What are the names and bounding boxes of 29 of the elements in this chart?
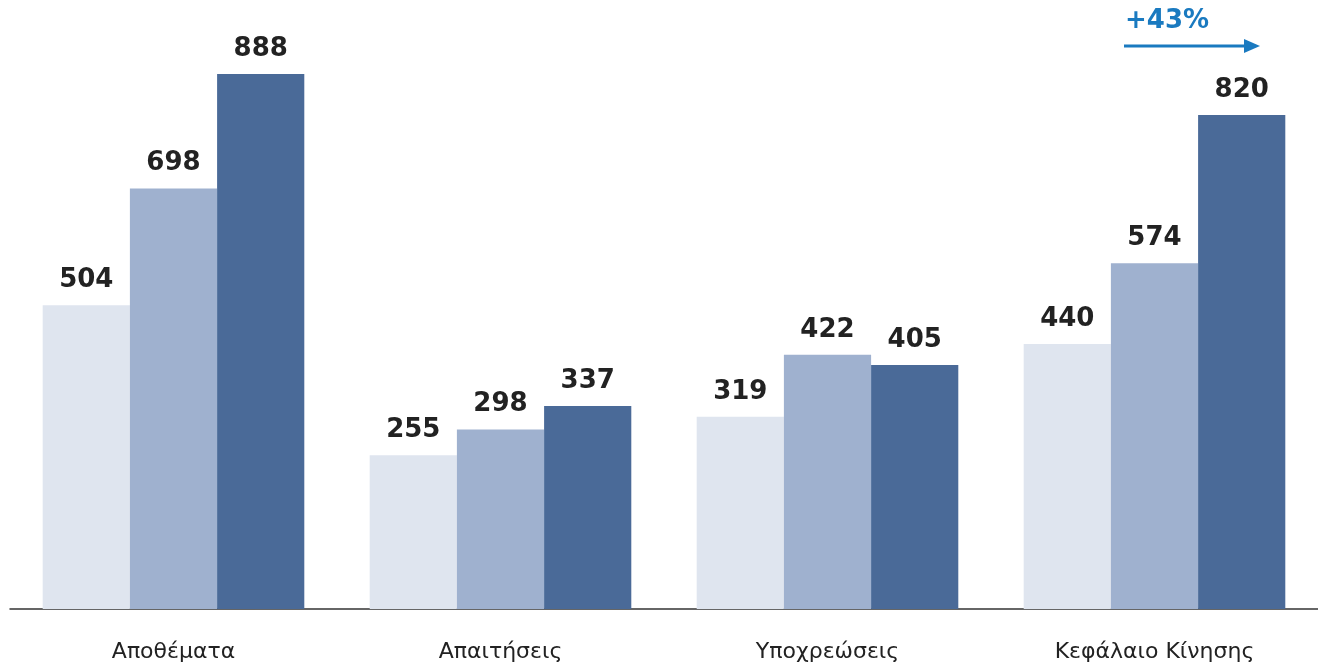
bar xyxy=(369,455,457,609)
bar xyxy=(129,188,218,609)
data-label: 422 xyxy=(800,312,855,343)
text: +43% xyxy=(1125,4,1210,34)
bar xyxy=(1023,343,1111,609)
x-tick-label: Απαιτήσεις xyxy=(438,637,563,663)
x-tick-label: Αποθέματα xyxy=(111,637,236,663)
bar xyxy=(456,429,545,609)
data-label: 405 xyxy=(887,323,942,353)
data-label: 255 xyxy=(386,413,441,444)
data-label: 319 xyxy=(713,374,768,405)
bar xyxy=(871,365,959,609)
data-label: 298 xyxy=(473,387,528,418)
x-tick-label: Κεφάλαιο Κίνησης xyxy=(1054,637,1255,663)
bar xyxy=(544,405,632,609)
data-label: 574 xyxy=(1127,221,1182,252)
x-tick-label: Υποχρεώσεις xyxy=(754,637,900,663)
bar xyxy=(1198,114,1286,609)
bar xyxy=(783,354,872,609)
data-label: 504 xyxy=(59,263,114,294)
bar xyxy=(217,74,305,609)
data-label: 698 xyxy=(146,146,201,177)
data-label: 888 xyxy=(233,32,288,62)
data-label: 820 xyxy=(1214,72,1269,103)
data-label: 337 xyxy=(560,363,615,394)
bar xyxy=(42,305,130,609)
bar xyxy=(1110,263,1199,609)
bar xyxy=(696,416,784,609)
data-label: 440 xyxy=(1040,301,1095,332)
